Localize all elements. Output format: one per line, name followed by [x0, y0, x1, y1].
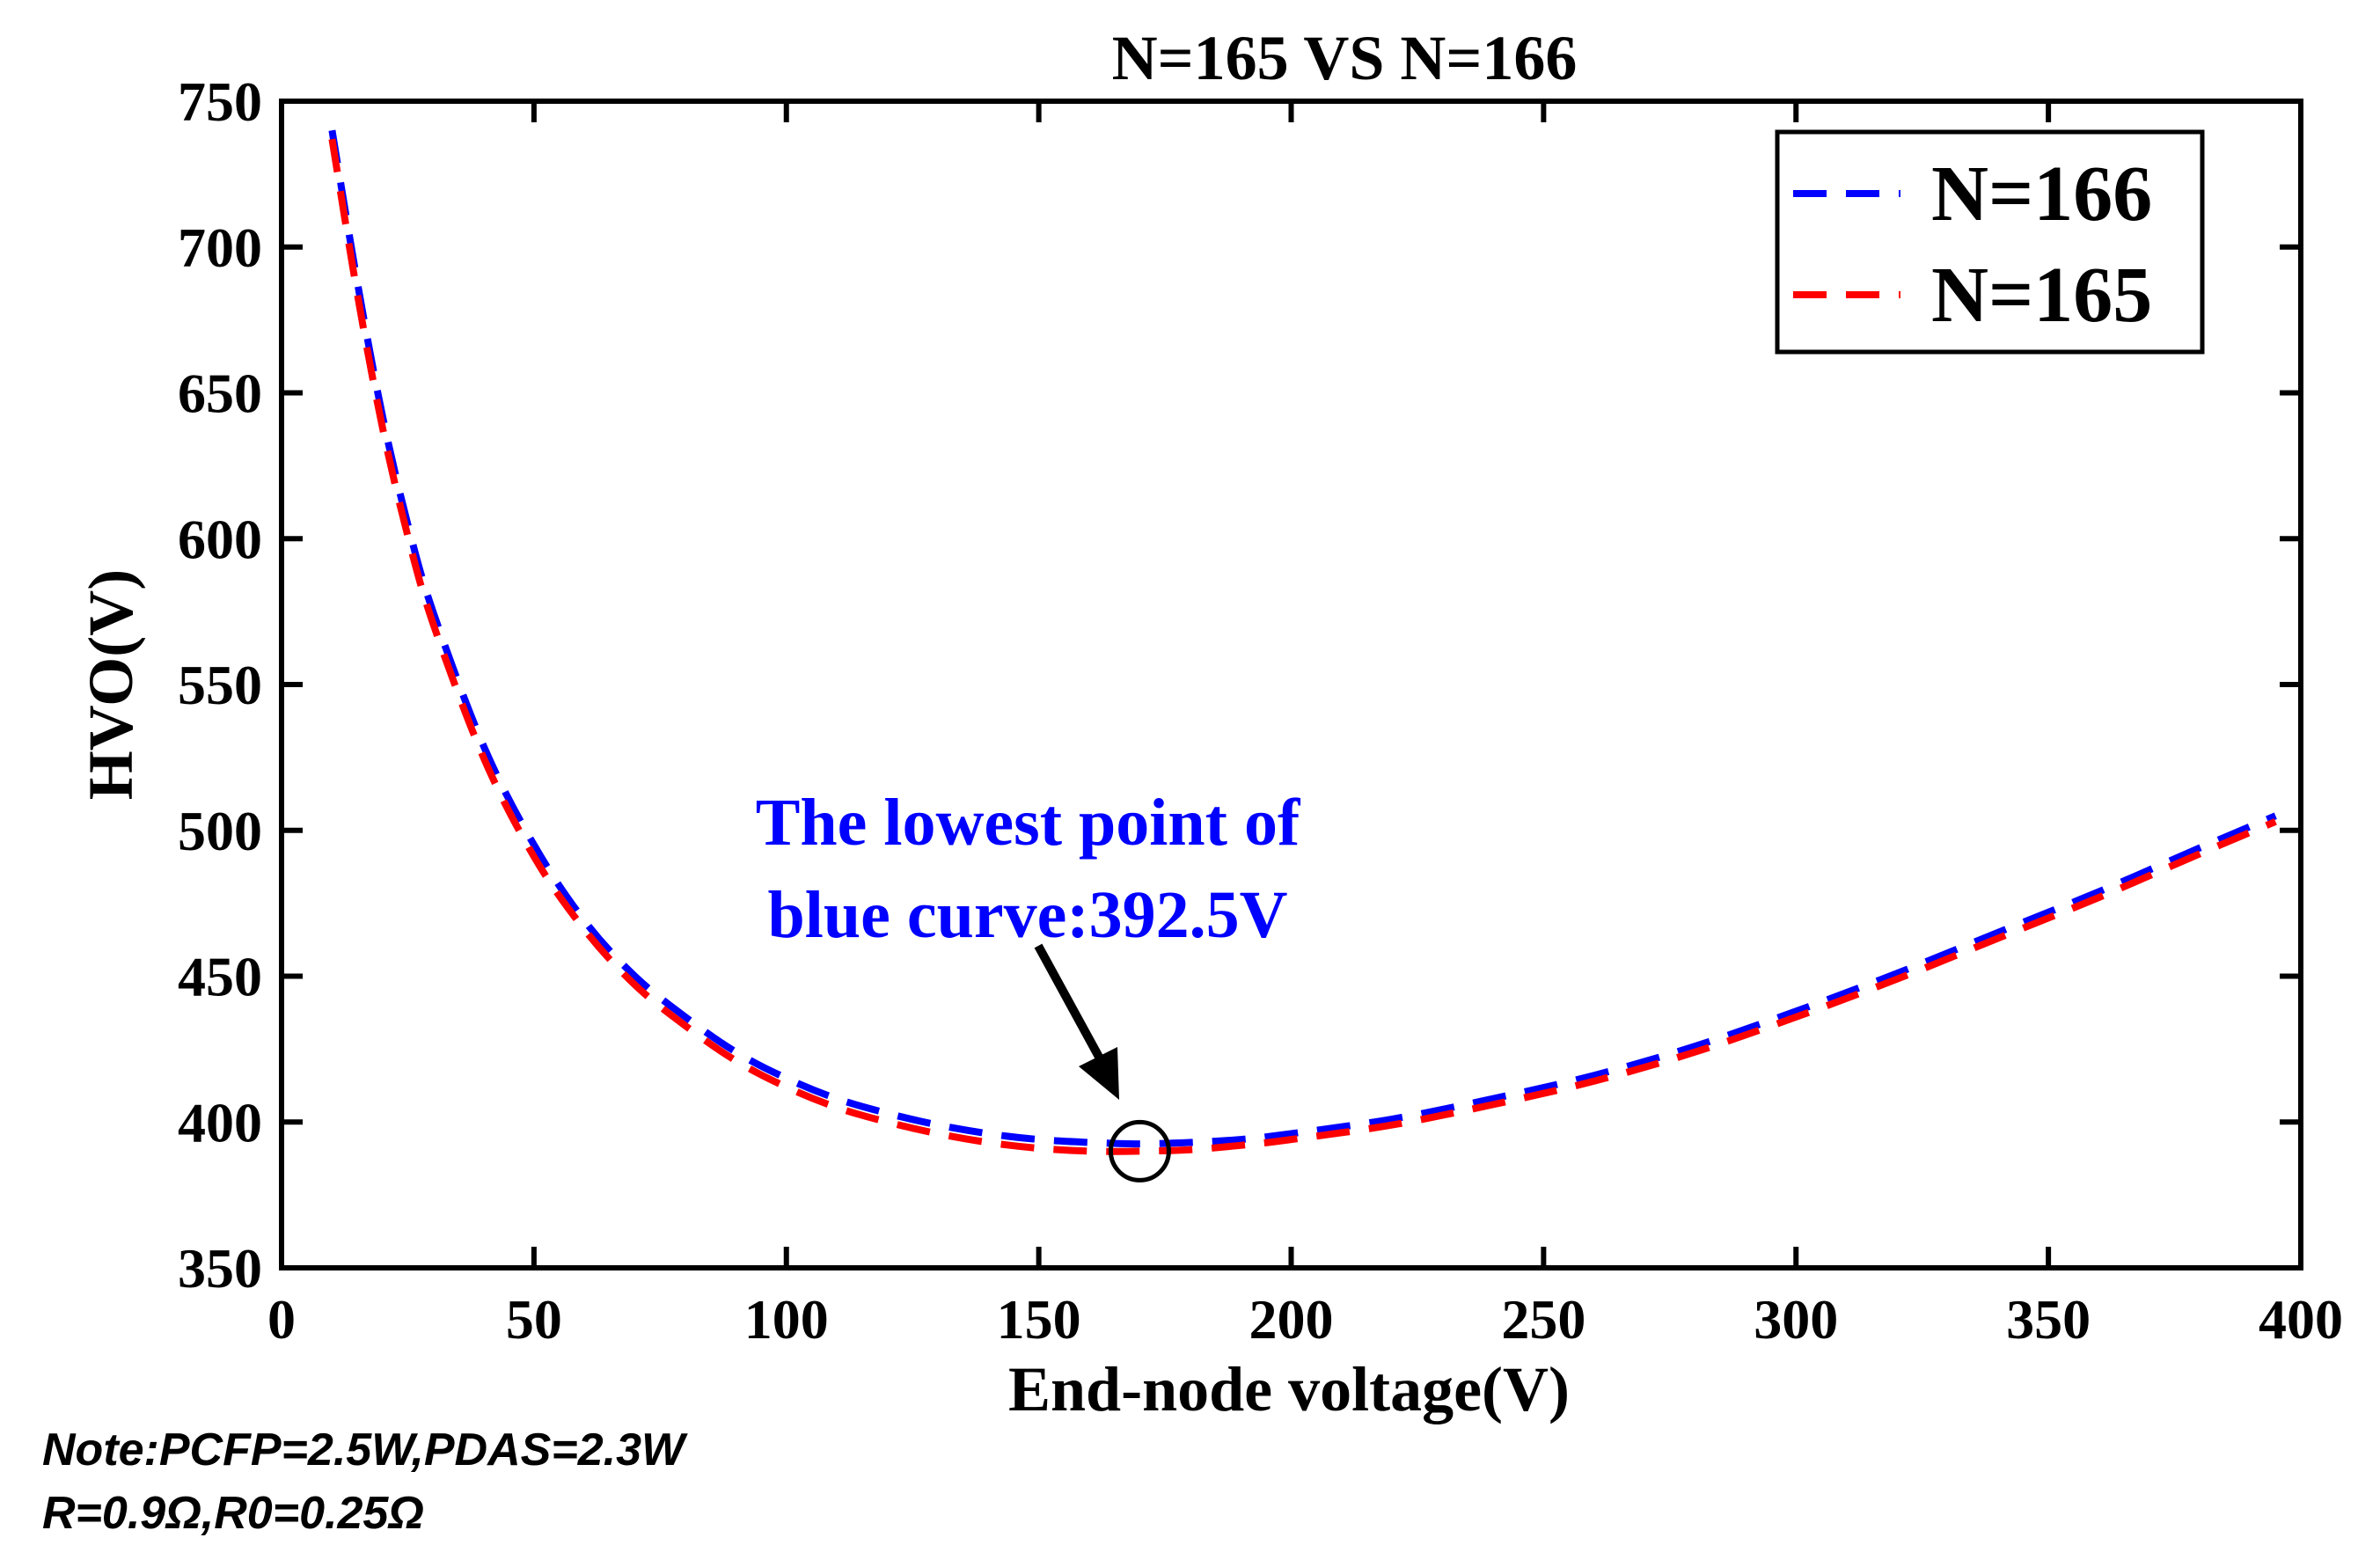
y-tick-label-400: 400	[178, 1091, 262, 1153]
x-tick-label-150: 150	[997, 1288, 1081, 1351]
x-tick-label-350: 350	[2006, 1288, 2091, 1351]
lowest-point-marker	[1108, 1119, 1171, 1183]
annotation-arrow-line	[1034, 943, 1115, 1080]
y-tick-label-750: 750	[178, 70, 262, 133]
legend-label-n165: N=165	[1931, 252, 2152, 339]
y-tick-label-600: 600	[178, 508, 262, 570]
y-tick-label-450: 450	[178, 946, 262, 1008]
legend-box	[1775, 129, 2205, 355]
y-tick-label-500: 500	[178, 800, 262, 862]
y-tick-label-350: 350	[178, 1237, 262, 1300]
x-axis-label: End-node voltage(V)	[1008, 1354, 1570, 1424]
x-tick-label-100: 100	[744, 1288, 829, 1351]
x-tick-label-250: 250	[1501, 1288, 1585, 1351]
series-line-n165	[328, 138, 2277, 1155]
x-tick-label-50: 50	[506, 1288, 562, 1351]
annotation-text-line1: The lowest point of	[756, 786, 1301, 860]
note-line-1: Note:PCFP=2.5W,PDAS=2.3W	[42, 1424, 685, 1475]
annotation-arrow-head	[1079, 1047, 1119, 1100]
note-line-2: R=0.9Ω,R0=0.25Ω	[42, 1488, 424, 1539]
legend: N=166 N=165	[1775, 129, 2205, 355]
annotation: The lowest point of blue curve:392.5V	[756, 786, 1301, 1183]
x-tick-label-400: 400	[2259, 1288, 2343, 1351]
chart-title: N=165 VS N=166	[1112, 23, 1578, 93]
y-tick-label-650: 650	[178, 362, 262, 425]
series-line-n166	[328, 129, 2277, 1148]
x-tick-label-300: 300	[1754, 1288, 1838, 1351]
axis-ticks: 0 50 100 150 200 250 300 350 400 350 400 450 500 550 6…	[178, 70, 2343, 1351]
y-tick-label-550: 550	[178, 654, 262, 716]
annotation-text-line2: blue curve:392.5V	[767, 878, 1287, 952]
x-tick-label-200: 200	[1249, 1288, 1334, 1351]
y-axis-label: HVO(V)	[76, 569, 146, 801]
x-tick-label-0: 0	[267, 1288, 296, 1351]
curves-layer	[328, 129, 2277, 1155]
legend-label-n166: N=166	[1931, 150, 2152, 238]
y-tick-label-700: 700	[178, 216, 262, 279]
